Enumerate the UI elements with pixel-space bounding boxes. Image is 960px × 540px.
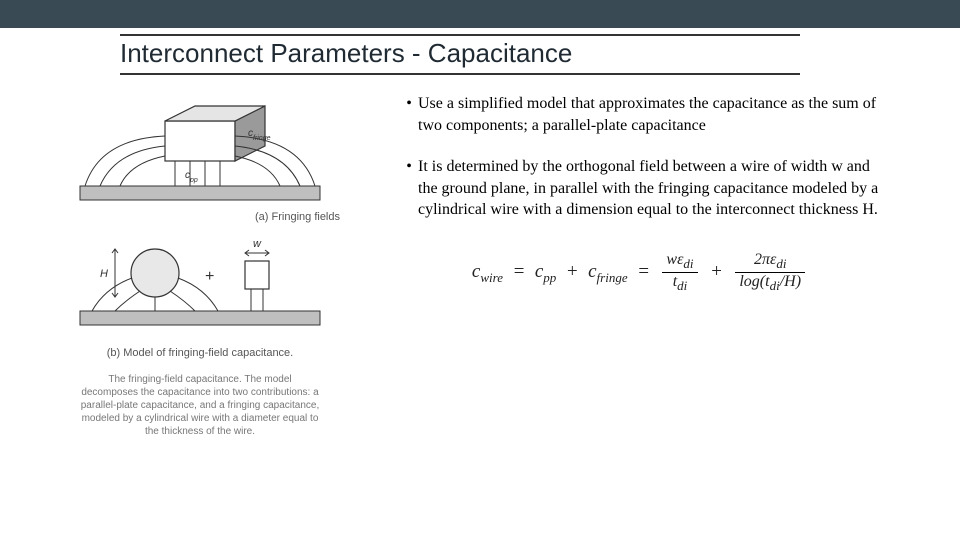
slide-title: Interconnect Parameters - Capacitance bbox=[120, 34, 800, 75]
bullet-2: • It is determined by the orthogonal fie… bbox=[400, 156, 880, 221]
fringing-model-diagram: H + w bbox=[70, 233, 330, 343]
svg-text:+: + bbox=[205, 268, 214, 285]
formula-lhs-sub: wire bbox=[480, 270, 503, 285]
svg-text:H: H bbox=[100, 268, 108, 280]
formula-t1-sym: c bbox=[535, 261, 543, 282]
text-column: • Use a simplified model that approximat… bbox=[360, 93, 920, 294]
capacitance-formula: cwire = cpp + cfringe = wεdi tdi + 2πεdi… bbox=[400, 251, 880, 294]
formula-t2-sub: fringe bbox=[597, 270, 628, 285]
bullet-1: • Use a simplified model that approximat… bbox=[400, 93, 880, 136]
bullet-dot-icon: • bbox=[400, 156, 418, 221]
figure-b-caption: (b) Model of fringing-field capacitance. bbox=[107, 347, 293, 359]
svg-text:fringe: fringe bbox=[253, 135, 271, 142]
svg-text:pp: pp bbox=[189, 177, 198, 184]
fringing-fields-diagram: c fringe c pp bbox=[70, 101, 330, 211]
figure-description: The fringing-field capacitance. The mode… bbox=[80, 373, 320, 438]
bullet-dot-icon: • bbox=[400, 93, 418, 136]
slide-body: Interconnect Parameters - Capacitance bbox=[0, 28, 960, 438]
bullet-2-text: It is determined by the orthogonal field… bbox=[418, 156, 880, 221]
formula-t1-sub: pp bbox=[543, 270, 556, 285]
formula-frac-2: 2πεdi log(tdi/H) bbox=[735, 251, 805, 294]
figure-column: c fringe c pp (a) Fringing fields H + bbox=[40, 93, 360, 438]
header-bar bbox=[0, 0, 960, 28]
svg-text:w: w bbox=[253, 238, 262, 250]
formula-frac-1: wεdi tdi bbox=[662, 251, 697, 294]
content-row: c fringe c pp (a) Fringing fields H + bbox=[40, 93, 920, 438]
bullet-1-text: Use a simplified model that approximates… bbox=[418, 93, 880, 136]
figure-a-caption: (a) Fringing fields bbox=[255, 211, 340, 223]
formula-t2-sym: c bbox=[588, 261, 596, 282]
